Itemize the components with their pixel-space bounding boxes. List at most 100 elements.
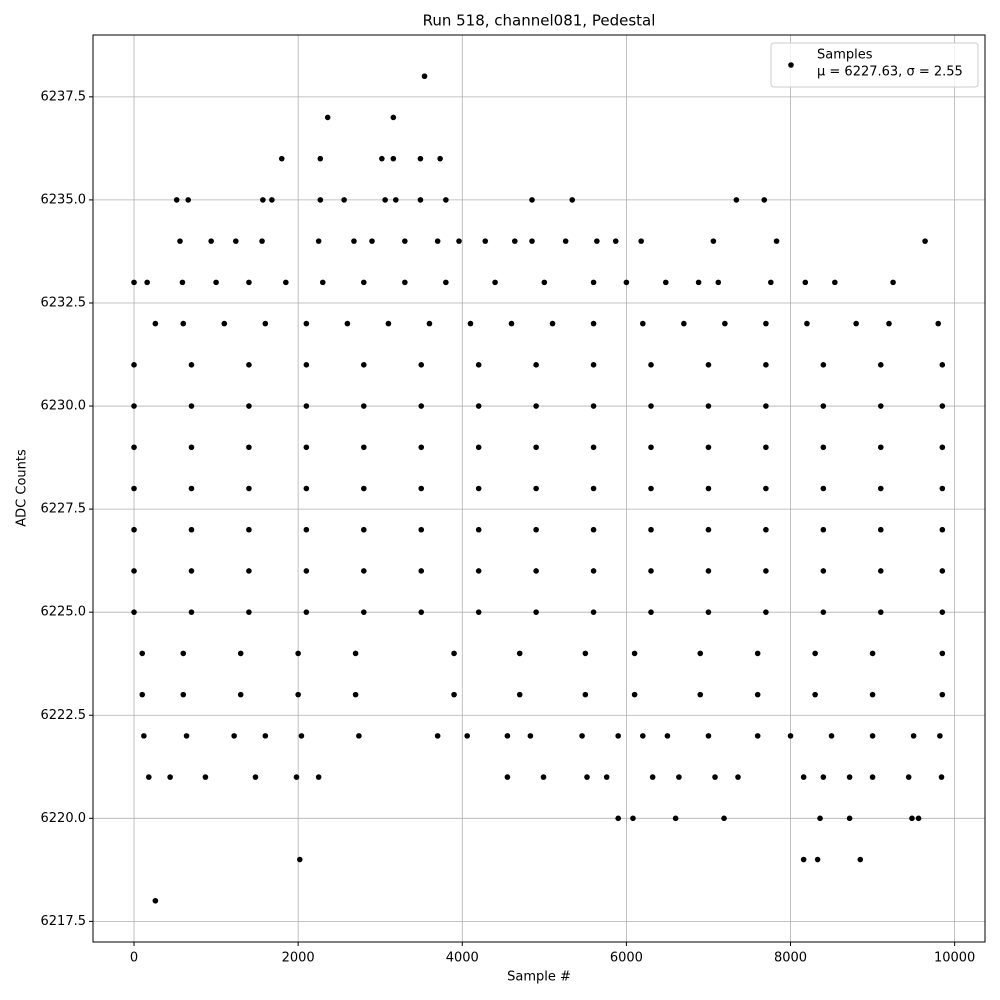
point [269,197,275,203]
point [259,238,265,244]
point [246,485,252,492]
point [183,733,190,739]
point [361,568,367,574]
point [303,568,310,574]
point [283,279,289,286]
point [735,774,741,780]
point [504,733,511,739]
point [631,650,638,657]
point [418,362,425,368]
point [511,238,518,244]
x-tick-label: 10000 [934,951,975,966]
point [590,444,597,451]
point [475,526,482,533]
point [910,733,917,739]
point [648,526,654,533]
point [820,403,827,409]
point [594,238,600,244]
point [820,526,827,533]
plot-frame [92,34,986,943]
point [579,733,585,739]
point [638,238,644,244]
point [800,856,807,863]
point [341,197,347,203]
point [820,362,827,368]
point [475,485,482,492]
point [317,197,324,203]
point [361,609,367,615]
point [648,444,654,451]
y-tick-label: 6225.0 [41,605,87,620]
point [418,568,425,574]
point [787,733,794,739]
point [615,815,621,822]
point [144,279,150,286]
point [533,403,539,409]
point [527,733,534,739]
point [705,362,712,368]
point [676,774,682,780]
point [385,320,392,327]
point [296,856,303,863]
point [180,691,187,698]
point [361,362,367,368]
point [179,279,186,286]
point [890,279,896,286]
point [828,733,835,739]
point [418,485,425,492]
point [443,197,449,203]
point [705,485,712,492]
point [315,774,322,780]
x-tick-label: 4000 [446,951,479,966]
point [152,320,159,327]
point [443,279,449,286]
point [295,650,301,657]
point [237,691,244,698]
point [139,650,146,657]
point [221,320,228,327]
point [562,238,569,244]
point [905,774,912,780]
point [516,650,523,657]
point [213,279,219,286]
point [202,774,209,780]
point [938,774,945,780]
point [356,733,362,739]
point [298,733,305,739]
point [533,526,539,533]
point [475,444,482,451]
y-tick-label: 6235.0 [41,192,87,207]
y-tick-label: 6232.5 [41,295,87,310]
point [590,362,597,368]
point [152,897,159,904]
point [935,320,942,327]
point [817,815,823,822]
point [722,320,728,327]
point [437,155,443,162]
point [812,650,818,657]
point [131,362,137,368]
point [303,403,310,409]
point [877,485,884,492]
point [857,856,864,863]
point [761,197,768,203]
point [664,733,671,739]
point [763,444,769,451]
point [886,320,892,327]
point [262,733,269,739]
point [705,403,712,409]
point [648,568,654,574]
point [590,568,597,574]
point [590,320,597,327]
point [540,774,547,780]
point [188,444,195,451]
point [295,691,301,698]
point [763,609,769,615]
point [715,279,722,286]
point [361,279,367,286]
y-tick-label: 6222.5 [41,708,87,723]
point [131,279,137,286]
point [131,403,137,409]
point [937,733,943,739]
